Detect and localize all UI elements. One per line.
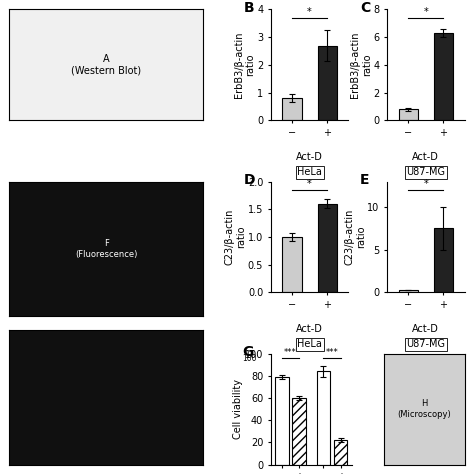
Text: C: C — [360, 0, 370, 15]
Bar — [317, 371, 330, 465]
Text: HeLa: HeLa — [297, 339, 322, 349]
Y-axis label: Cell viability: Cell viability — [234, 379, 244, 439]
Text: H
(Microscopy): H (Microscopy) — [397, 399, 451, 419]
Text: G: G — [243, 345, 254, 359]
Text: E: E — [360, 173, 369, 187]
Text: *: * — [307, 7, 312, 18]
Text: U87-MG: U87-MG — [406, 339, 445, 349]
Bar — [318, 204, 337, 292]
Bar — [275, 377, 289, 465]
Text: 100: 100 — [242, 354, 256, 363]
Bar — [283, 237, 301, 292]
Bar — [292, 398, 306, 465]
Text: Act-D: Act-D — [296, 152, 323, 162]
Text: *: * — [423, 7, 428, 18]
Text: U87-MG: U87-MG — [406, 167, 445, 177]
Text: ***: *** — [326, 348, 338, 357]
Bar — [434, 33, 453, 120]
Y-axis label: ErbB3/β-actin
ratio: ErbB3/β-actin ratio — [234, 32, 255, 98]
Bar — [318, 46, 337, 120]
Text: Act-D: Act-D — [412, 324, 439, 334]
Text: A
(Western Blot): A (Western Blot) — [71, 54, 141, 76]
Text: *: * — [423, 179, 428, 190]
Y-axis label: C23/β-actin
ratio: C23/β-actin ratio — [225, 209, 246, 265]
Bar — [434, 228, 453, 292]
Bar — [283, 98, 301, 120]
Bar — [334, 440, 347, 465]
Text: Act-D: Act-D — [296, 324, 323, 334]
Text: *: * — [307, 179, 312, 190]
Text: ***: *** — [284, 348, 297, 357]
Text: Act-D: Act-D — [412, 152, 439, 162]
Text: B: B — [244, 0, 255, 15]
Bar — [399, 109, 418, 120]
Y-axis label: ErbB3/β-actin
ratio: ErbB3/β-actin ratio — [350, 32, 372, 98]
Y-axis label: C23/β-actin
ratio: C23/β-actin ratio — [344, 209, 366, 265]
Text: F
(Fluorescence): F (Fluorescence) — [75, 239, 137, 259]
Bar — [399, 290, 418, 292]
Text: HeLa: HeLa — [297, 167, 322, 177]
Text: D: D — [244, 173, 255, 187]
